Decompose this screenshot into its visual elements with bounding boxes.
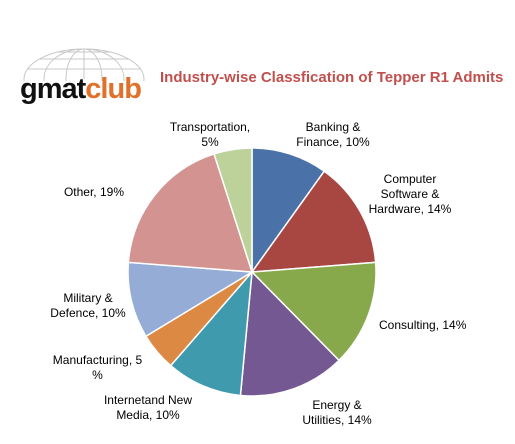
label-line: Media, 10%: [116, 408, 180, 422]
slice-label-internet-new-media: Internetand New Media, 10%: [88, 393, 208, 423]
slice-label-manufacturing: Manufacturing, 5 %: [40, 353, 155, 383]
label-line: Transportation,: [169, 120, 251, 134]
label-line: Banking &: [305, 120, 361, 134]
label-line: 5%: [201, 135, 219, 149]
logo-text-club: club: [85, 73, 142, 105]
label-line: Other, 19%: [63, 185, 124, 199]
label-line: Military &: [63, 291, 113, 305]
globe-icon: [23, 48, 145, 81]
label-line: Utilities, 14%: [302, 413, 372, 427]
label-line: Internetand New: [103, 393, 193, 407]
label-line: Defence, 10%: [50, 306, 126, 320]
logo-wordmark: gmatclub: [20, 73, 142, 105]
slice-label-military-defence: Military & Defence, 10%: [33, 291, 143, 321]
slice-label-other: Other, 19%: [20, 185, 124, 200]
pie-slice-internet-and-new-media: [169, 269, 253, 397]
slice-label-transportation: Transportation, 5%: [155, 120, 265, 150]
gmatclub-logo: gmatclub: [20, 45, 148, 107]
pie-slice-other: [127, 153, 254, 273]
label-line: Manufacturing, 5: [52, 353, 143, 367]
pie-slice-banking-finance: [251, 147, 326, 275]
pie-slice-energy-utilities: [239, 270, 341, 397]
label-line: Energy &: [312, 398, 362, 412]
pie-slice-military-defence: [127, 261, 255, 338]
pie-slice-computer-software-hardware: [250, 170, 377, 273]
slice-label-banking-finance: Banking & Finance, 10%: [283, 120, 383, 150]
label-line: %: [92, 368, 103, 382]
pie-slice-transportation: [213, 147, 253, 273]
chart-title: Industry-wise Classfication of Tepper R1…: [160, 69, 504, 86]
logo-text-gmat: gmat: [20, 73, 86, 105]
slice-label-consulting: Consulting, 14%: [379, 318, 499, 333]
slice-label-computer-software-hardware: Computer Software & Hardware, 14%: [355, 172, 465, 217]
pie-slice-consulting: [250, 261, 377, 362]
label-line: Finance, 10%: [296, 135, 370, 149]
label-line: Consulting, 14%: [379, 318, 467, 332]
label-line: Software &: [380, 187, 440, 201]
label-line: Hardware, 14%: [368, 202, 452, 216]
slice-label-energy-utilities: Energy & Utilities, 14%: [282, 398, 392, 428]
label-line: Computer: [383, 172, 437, 186]
